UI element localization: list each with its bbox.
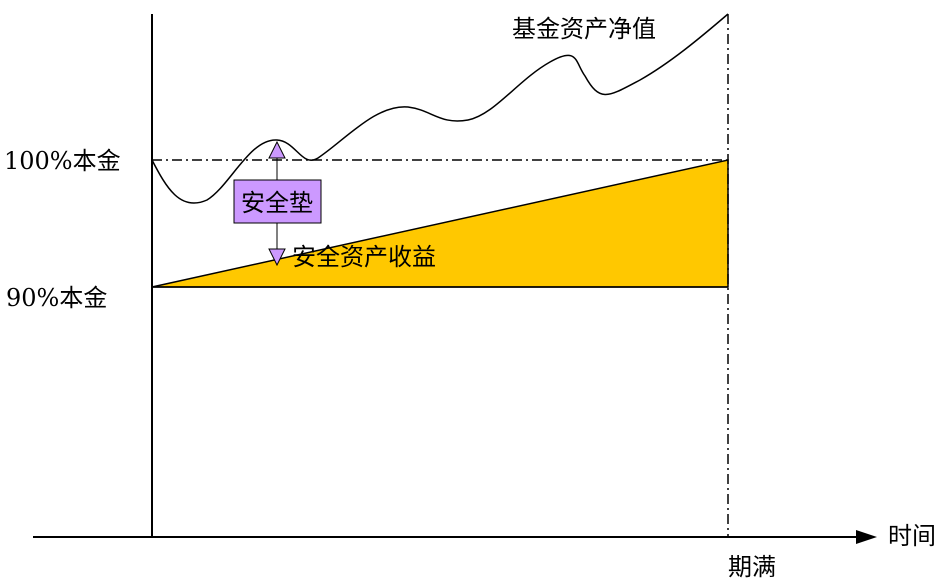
maturity-label: 期满 [728, 553, 776, 581]
nav-label: 基金资产净值 [512, 15, 656, 43]
cushion-arrow-up-icon [268, 140, 286, 159]
safe-asset-return-label: 安全资产收益 [292, 243, 436, 271]
principal-90-label: 90%本金 [6, 284, 107, 312]
cushion-box [233, 179, 322, 224]
x-axis-arrowhead [856, 530, 877, 544]
cushion-arrow-down-icon [268, 248, 286, 267]
x-axis-label: 时间 [888, 522, 936, 550]
fund-nav-curve [151, 13, 729, 204]
principal-100-label: 100%本金 [4, 147, 121, 175]
cushion-label: 安全垫 [241, 189, 313, 217]
